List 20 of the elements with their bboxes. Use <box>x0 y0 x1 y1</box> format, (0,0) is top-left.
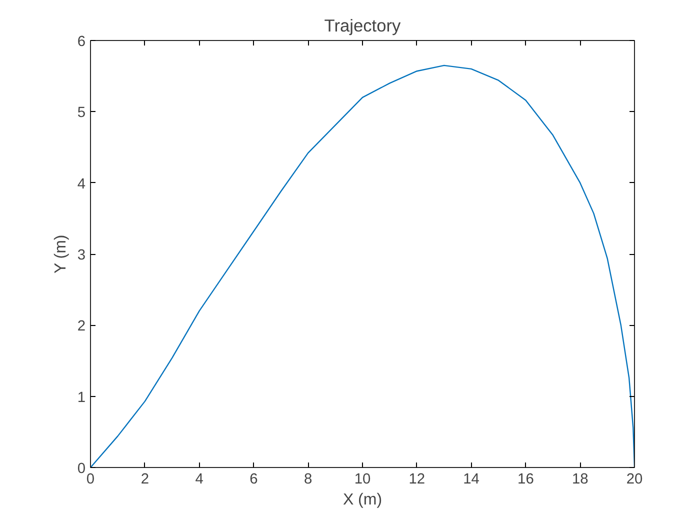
y-tick-label: 3 <box>77 248 86 264</box>
x-tick-label: 14 <box>463 472 480 488</box>
x-tick-label: 2 <box>140 472 149 488</box>
y-tick-label: 2 <box>77 318 86 335</box>
y-tick-label: 1 <box>77 390 86 406</box>
x-tick-label: 12 <box>408 472 426 488</box>
x-tick-label: 8 <box>304 472 312 488</box>
x-tick-label: 20 <box>626 472 643 488</box>
y-axis-title: Y (m) <box>52 234 70 274</box>
y-tick-label: 0 <box>77 461 86 477</box>
chart-title: Trajectory <box>324 16 402 36</box>
y-tick-label: 6 <box>77 34 86 50</box>
x-tick-label: 18 <box>572 472 588 488</box>
x-tick-label: 10 <box>354 472 371 488</box>
x-tick-label: 16 <box>518 472 534 488</box>
y-tick-label: 4 <box>77 176 86 192</box>
x-axis-title: X (m) <box>342 492 382 508</box>
x-tick-label: 4 <box>195 472 204 488</box>
x-tick-label: 6 <box>250 472 258 488</box>
y-tick-label: 5 <box>77 105 86 122</box>
